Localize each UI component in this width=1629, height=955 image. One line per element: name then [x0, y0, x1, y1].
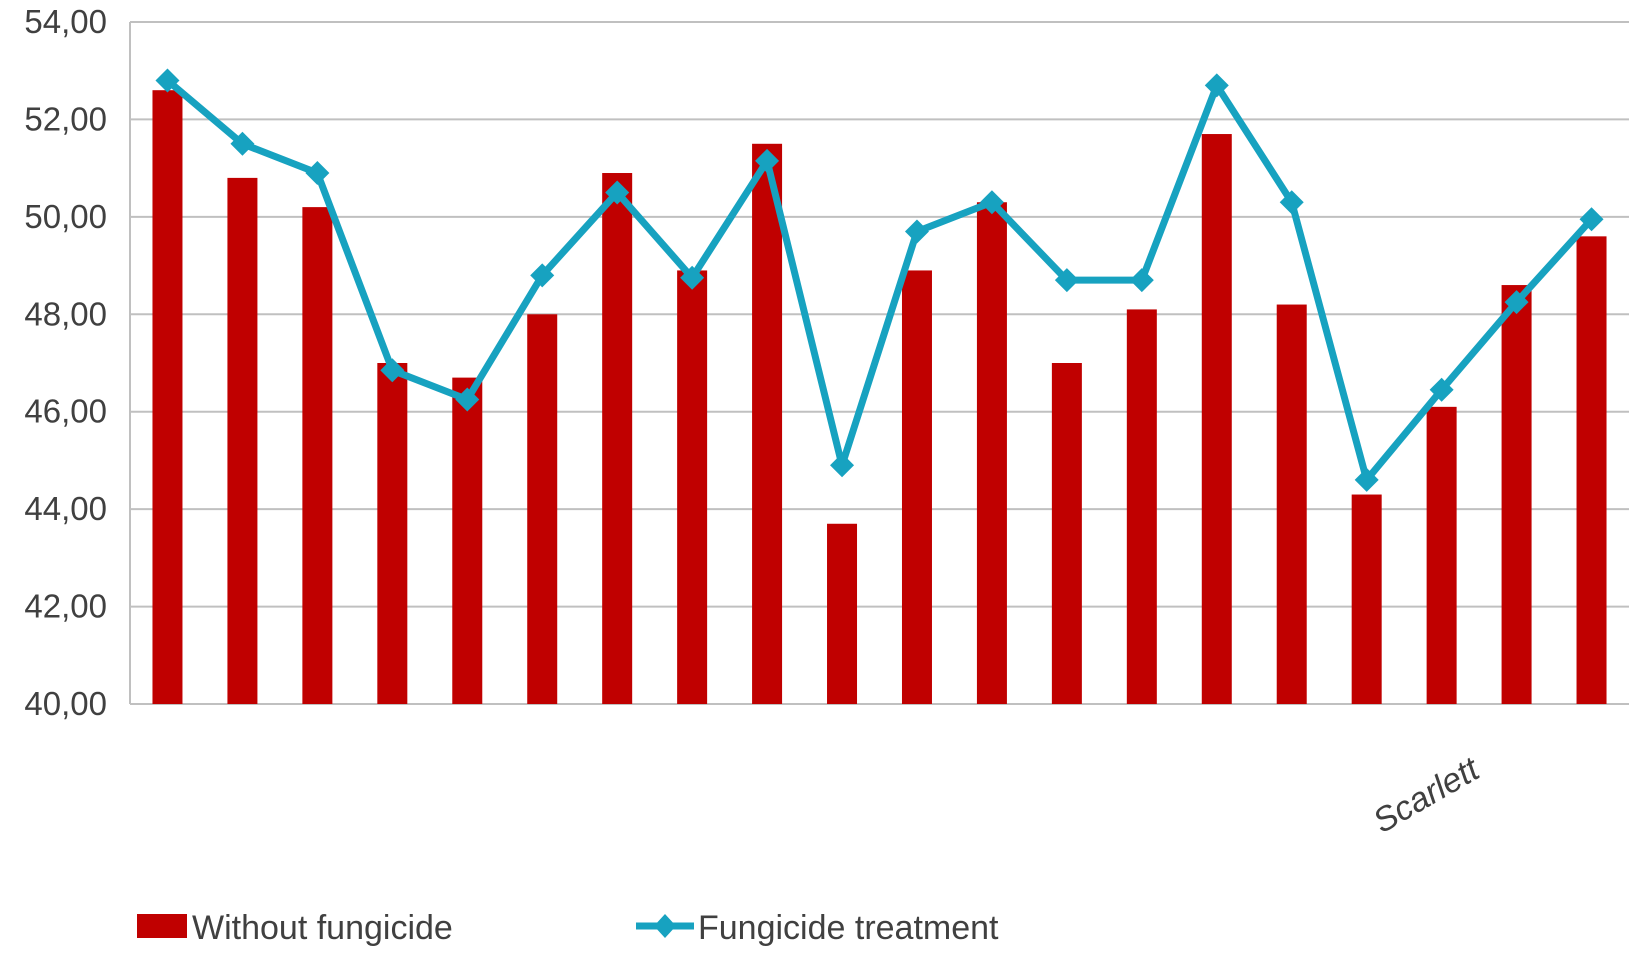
bar: [152, 90, 183, 704]
y-tick-label: 54,00: [24, 3, 107, 40]
y-tick-label: 48,00: [24, 295, 107, 332]
legend-label-bar: Without fungicide: [192, 909, 453, 947]
y-axis-tick-labels: 40,00 42,00 44,00 46,00 48,00 50,00 52,00 54,00: [24, 3, 107, 722]
bar: [976, 202, 1007, 704]
bar: [1576, 236, 1607, 705]
y-tick-label: 50,00: [24, 198, 107, 235]
bar: [1126, 309, 1157, 704]
series-line: [165, 77, 1595, 484]
line-point-marker: [1279, 190, 1304, 215]
bar: [1276, 304, 1307, 704]
legend-swatch-bar: [137, 914, 187, 938]
line-point-marker: [380, 358, 405, 383]
bar: [1501, 285, 1532, 704]
bar: [377, 363, 408, 704]
y-tick-label: 46,00: [24, 393, 107, 430]
gridlines: [129, 21, 1629, 705]
line-point-marker: [755, 148, 780, 173]
line-point-marker: [979, 190, 1004, 215]
line-point-marker: [1429, 377, 1454, 402]
line-point-marker: [904, 219, 929, 244]
bar: [602, 173, 633, 704]
bar: [227, 177, 258, 704]
line-point-marker: [155, 68, 180, 93]
bar-series-without-fungicide: [152, 90, 1607, 705]
x-axis-category-labels: Scarlett: [1367, 749, 1487, 840]
bar: [1051, 363, 1082, 704]
bar: [1426, 406, 1457, 704]
bar: [901, 270, 932, 704]
line-point-marker: [680, 265, 705, 290]
line-point-marker: [1204, 73, 1229, 98]
y-tick-label: 42,00: [24, 588, 107, 625]
bar: [1351, 494, 1382, 704]
line-point-marker: [605, 180, 630, 205]
line-point-marker: [1504, 290, 1529, 315]
x-tick-label: Scarlett: [1367, 749, 1487, 840]
line-point-marker: [1054, 268, 1079, 293]
bar: [677, 270, 708, 704]
legend-swatch-marker: [654, 914, 676, 938]
y-tick-label: 40,00: [24, 685, 107, 722]
line-point-marker: [830, 453, 855, 478]
line-point-marker: [1579, 207, 1604, 232]
bar: [752, 143, 783, 705]
line-point-marker: [230, 131, 255, 156]
line-point-marker: [1129, 268, 1154, 293]
line-point-marker: [530, 263, 555, 288]
legend: Without fungicide Fungicide treatment: [137, 909, 999, 947]
bar: [302, 207, 333, 704]
bar: [1201, 134, 1232, 705]
legend-label-line: Fungicide treatment: [698, 909, 999, 947]
bar: [527, 314, 558, 704]
bar: [827, 523, 858, 704]
line-point-marker: [455, 387, 480, 412]
line-series-fungicide-treatment: [155, 68, 1604, 492]
bar: [452, 377, 483, 704]
y-tick-label: 44,00: [24, 490, 107, 527]
y-tick-label: 52,00: [24, 100, 107, 137]
line-point-marker: [305, 161, 330, 186]
line-point-marker: [1354, 467, 1379, 492]
